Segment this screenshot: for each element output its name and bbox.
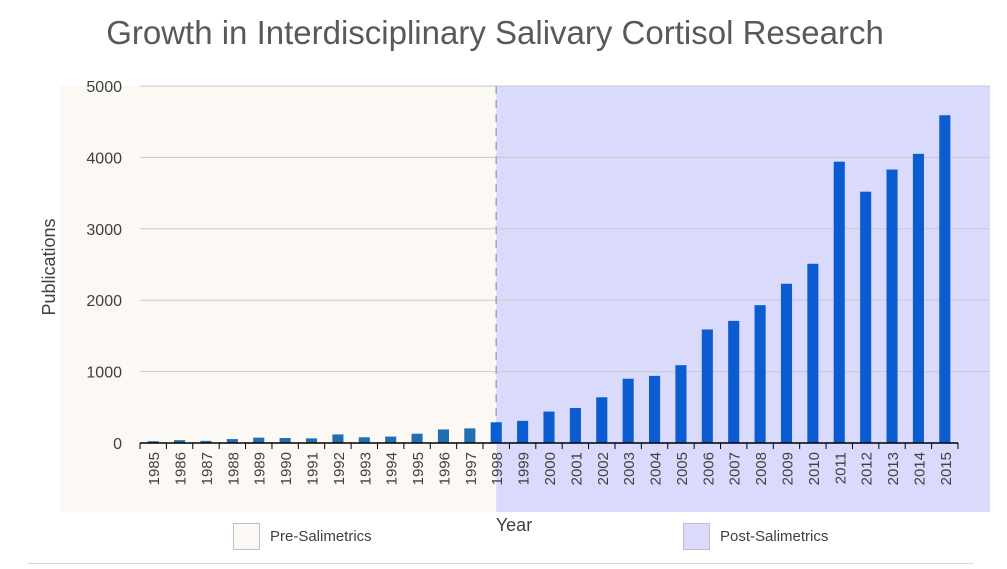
x-tick-label: 2000	[542, 452, 559, 485]
bar-1994	[385, 436, 397, 443]
bar-2013	[886, 169, 898, 443]
x-tick-label: 2007	[727, 452, 744, 485]
y-tick-label: 2000	[86, 293, 122, 310]
bar-1995	[411, 433, 423, 443]
x-axis-title: Year	[496, 515, 532, 535]
x-tick-label: 1992	[331, 452, 348, 485]
bar-1986	[174, 440, 186, 443]
y-tick-label: 3000	[86, 222, 122, 239]
y-tick-label: 0	[113, 436, 122, 453]
x-tick-label: 2013	[885, 452, 902, 485]
x-tick-label: 2004	[648, 452, 665, 485]
bar-1996	[437, 429, 449, 443]
x-tick-label: 1985	[146, 452, 163, 485]
bar-2014	[912, 153, 924, 443]
x-tick-label: 1993	[357, 452, 374, 485]
x-tick-label: 2005	[674, 452, 691, 485]
x-tick-label: 2011	[832, 452, 849, 484]
x-tick-label: 1997	[463, 452, 480, 485]
y-tick-label: 4000	[86, 150, 122, 167]
bar-2010	[807, 263, 819, 443]
y-axis-title: Publications	[39, 218, 59, 315]
bar-1997	[464, 428, 476, 443]
x-tick-label: 2003	[621, 452, 638, 485]
legend-swatch-pre	[233, 523, 260, 550]
x-tick-label: 1999	[516, 452, 533, 485]
bar-1998	[490, 422, 502, 443]
bar-1985	[147, 441, 159, 443]
x-tick-label: 2008	[753, 452, 770, 485]
bottom-rule	[28, 563, 974, 564]
bar-1987	[200, 440, 212, 443]
bar-2008	[754, 305, 766, 443]
bar-2015	[939, 115, 951, 444]
x-tick-label: 1990	[278, 452, 295, 485]
bar-1993	[358, 437, 370, 443]
x-tick-label: 1987	[199, 452, 216, 485]
x-tick-label: 2012	[859, 452, 876, 485]
x-tick-label: 2001	[568, 452, 585, 485]
y-tick-label: 1000	[86, 365, 122, 382]
x-tick-label: 1994	[384, 452, 401, 485]
legend-item-post: Post-Salimetrics	[683, 523, 828, 550]
legend-item-pre: Pre-Salimetrics	[233, 523, 372, 550]
bar-1990	[279, 438, 291, 443]
bar-2002	[596, 397, 608, 443]
chart-title: Growth in Interdisciplinary Salivary Cor…	[106, 14, 884, 51]
x-tick-label: 2009	[779, 452, 796, 485]
bar-1999	[517, 420, 529, 443]
y-tick-label: 5000	[86, 79, 122, 96]
x-tick-label: 2015	[938, 452, 955, 485]
bar-2007	[728, 320, 740, 443]
bar-1989	[253, 437, 265, 443]
bar-2011	[833, 161, 845, 443]
x-tick-label: 1988	[225, 452, 242, 485]
region-pre	[60, 86, 497, 512]
x-tick-label: 2002	[595, 452, 612, 485]
bar-1991	[305, 438, 318, 443]
bar-2004	[649, 375, 661, 443]
x-tick-label: 1998	[489, 452, 506, 485]
x-tick-label: 1991	[305, 452, 322, 485]
bar-1992	[332, 434, 344, 443]
bar-2000	[543, 411, 555, 443]
bar-2012	[860, 191, 872, 443]
x-tick-label: 2010	[806, 452, 823, 485]
bar-2009	[780, 283, 793, 443]
x-tick-label: 1986	[173, 452, 190, 485]
legend-label-pre: Pre-Salimetrics	[270, 528, 372, 545]
x-tick-label: 2014	[911, 452, 928, 485]
bar-1988	[226, 439, 238, 443]
x-tick-label: 2006	[700, 452, 717, 485]
bar-2001	[569, 408, 581, 443]
legend-label-post: Post-Salimetrics	[720, 528, 829, 545]
x-tick-label: 1996	[436, 452, 453, 485]
bar-2005	[675, 365, 687, 443]
bar-2006	[701, 329, 713, 443]
bar-2003	[622, 378, 634, 443]
x-tick-label: 1995	[410, 452, 427, 485]
x-tick-label: 1989	[252, 452, 269, 485]
legend-swatch-post	[683, 523, 710, 550]
